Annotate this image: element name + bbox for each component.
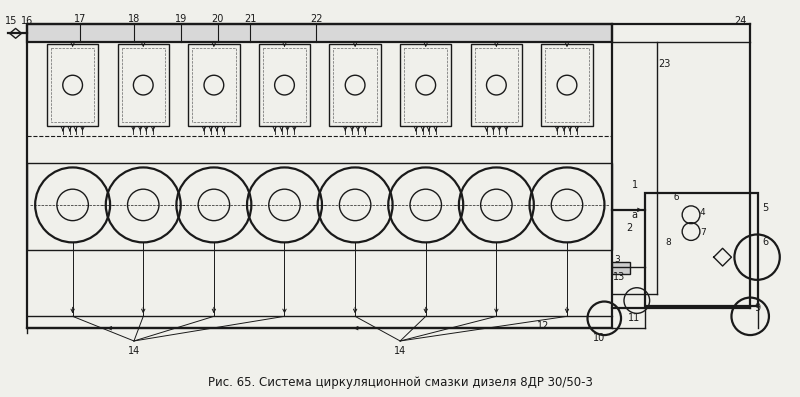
Bar	[645, 193, 758, 306]
Text: Рис. 65. Система циркуляционной смазки дизеля 8ДР 30/50-3: Рис. 65. Система циркуляционной смазки д…	[208, 376, 593, 389]
Text: 6: 6	[762, 237, 768, 247]
Text: 23: 23	[658, 59, 670, 69]
Bar	[330, 44, 381, 126]
Text: 12: 12	[537, 321, 550, 331]
Text: 14: 14	[128, 346, 140, 356]
Bar	[400, 44, 451, 126]
Text: 21: 21	[244, 13, 257, 23]
Text: 2: 2	[626, 223, 632, 233]
Bar	[27, 164, 612, 250]
Text: 8: 8	[666, 238, 671, 247]
Text: 15: 15	[5, 15, 17, 25]
Bar	[27, 25, 612, 328]
Bar	[122, 48, 165, 122]
Text: 13: 13	[613, 272, 625, 282]
Bar	[474, 48, 518, 122]
Text: 19: 19	[175, 13, 187, 23]
Text: 4: 4	[700, 208, 706, 217]
Bar	[470, 44, 522, 126]
Bar	[546, 48, 589, 122]
Text: 11: 11	[628, 313, 640, 323]
Bar	[188, 44, 239, 126]
Text: 24: 24	[734, 15, 746, 25]
Bar	[259, 44, 310, 126]
Text: a: a	[632, 210, 638, 220]
Bar	[192, 48, 235, 122]
Text: 18: 18	[128, 13, 140, 23]
Text: 17: 17	[74, 13, 86, 23]
Bar	[404, 48, 447, 122]
Text: 1: 1	[632, 180, 638, 190]
Bar	[542, 44, 593, 126]
Text: 7: 7	[700, 228, 706, 237]
Text: 5: 5	[762, 203, 768, 213]
Text: б: б	[674, 193, 679, 202]
Bar	[263, 48, 306, 122]
Text: 3: 3	[614, 254, 620, 264]
Bar	[612, 262, 630, 274]
Text: 22: 22	[310, 13, 322, 23]
Text: 10: 10	[594, 333, 606, 343]
Text: 9: 9	[754, 303, 760, 314]
Bar	[27, 25, 612, 42]
Text: 20: 20	[211, 13, 224, 23]
Bar	[334, 48, 377, 122]
Text: 16: 16	[22, 15, 34, 25]
Bar	[47, 44, 98, 126]
Text: 14: 14	[394, 346, 406, 356]
Bar	[51, 48, 94, 122]
Bar	[118, 44, 169, 126]
